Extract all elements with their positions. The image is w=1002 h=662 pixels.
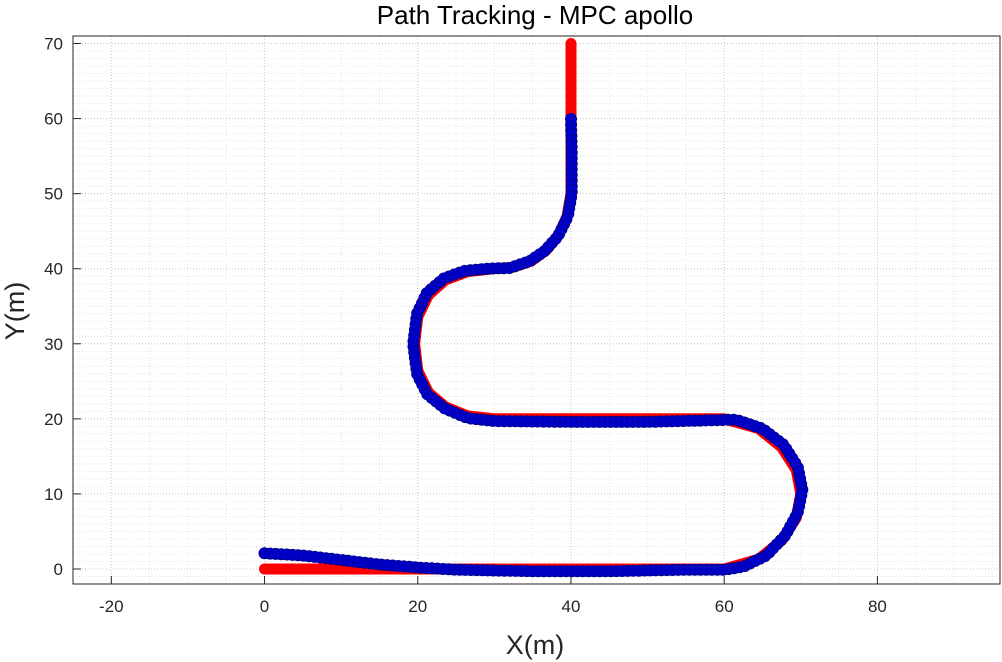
y-tick-label: 60: [44, 110, 63, 129]
y-tick-label: 20: [44, 410, 63, 429]
x-axis-label: X(m): [506, 630, 564, 660]
x-tick-label: -20: [99, 597, 124, 616]
y-tick-label: 10: [44, 485, 63, 504]
y-tick-label: 50: [44, 185, 63, 204]
y-axis-label: Y(m): [0, 282, 30, 340]
x-tick-label: 0: [260, 597, 269, 616]
chart-title: Path Tracking - MPC apollo: [377, 0, 693, 30]
x-tick-label: 80: [868, 597, 887, 616]
major-grid: [73, 36, 1000, 584]
y-tick-label: 70: [44, 35, 63, 54]
plot-frame: [72, 35, 1001, 585]
y-tick-label: 30: [44, 335, 63, 354]
x-tick-label: 20: [408, 597, 427, 616]
y-tick-label: 40: [44, 260, 63, 279]
x-tick-label: 60: [715, 597, 734, 616]
x-tick-label: 40: [562, 597, 581, 616]
y-tick-label: 0: [54, 560, 63, 579]
tick-layer: -20 0 20 40 60 80 0 10 20 30 40 50 60 70: [44, 35, 887, 616]
series-layer: [258, 38, 809, 578]
tracked-point: [565, 113, 578, 126]
